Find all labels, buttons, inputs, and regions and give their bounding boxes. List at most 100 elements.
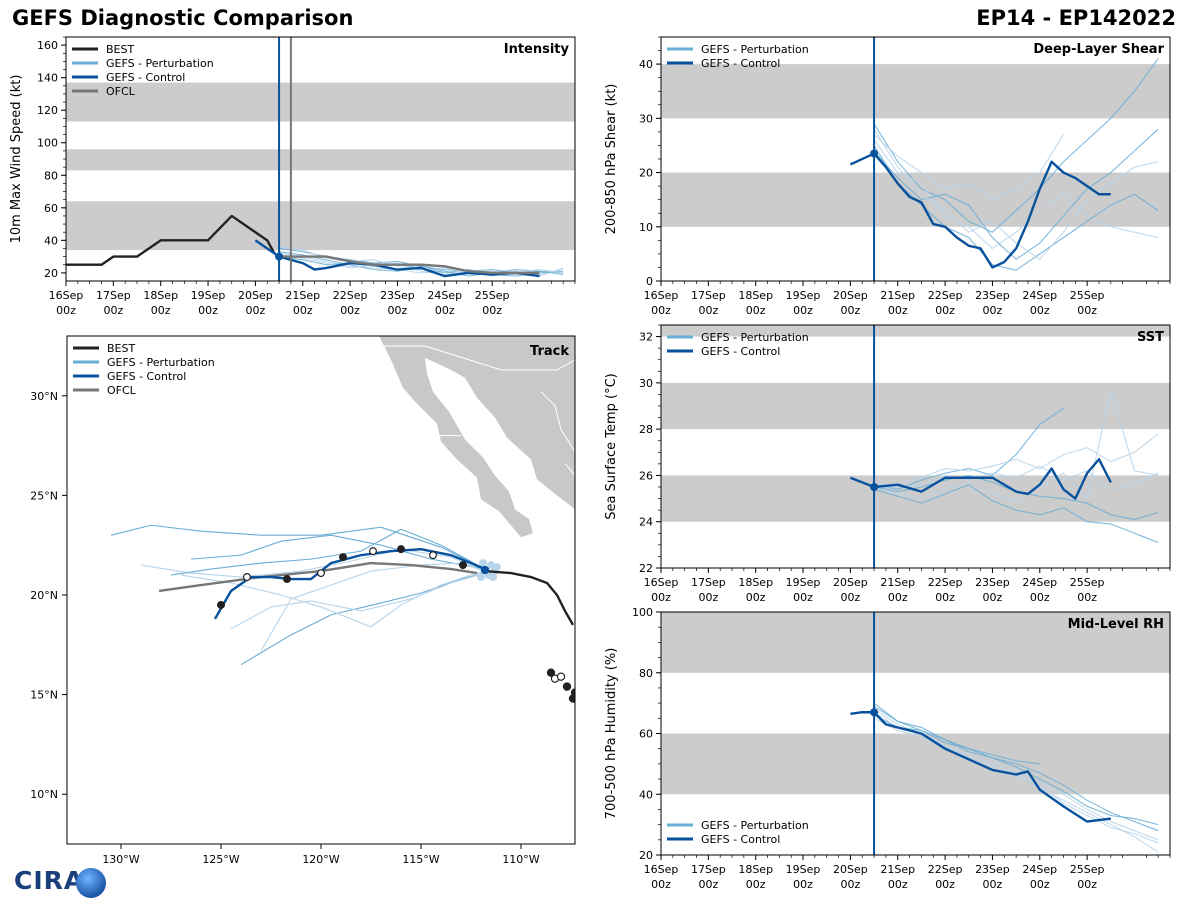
intensity-legend-label: BEST: [106, 43, 134, 56]
track-xtick-label: 120°W: [302, 853, 339, 866]
sst-xtick-label: 23Sep: [975, 576, 1010, 589]
sst-ytick-label: 22: [639, 562, 653, 575]
intensity-xtick-label: 22Sep: [333, 289, 368, 302]
sst-title: SST: [1137, 330, 1164, 345]
shear-legend-label: GEFS - Perturbation: [701, 43, 809, 56]
figure-title: GEFS Diagnostic Comparison: [12, 6, 354, 30]
rh-xtick-label: 25Sep: [1070, 863, 1105, 876]
intensity-xtick-label: 00z: [293, 304, 313, 317]
shear-xtick-label: 24Sep: [1022, 289, 1057, 302]
shear-xtick-label: 00z: [1030, 304, 1050, 317]
track-title: Track: [530, 344, 569, 359]
rh-xtick-label: 20Sep: [833, 863, 868, 876]
state-border: [540, 391, 575, 452]
rh-xtick-label: 00z: [793, 878, 813, 891]
intensity-ytick-label: 100: [37, 137, 58, 150]
rh-legend-label: GEFS - Perturbation: [701, 819, 809, 832]
shear-perturbation-line: [873, 145, 1159, 271]
track-best-point: [570, 688, 575, 697]
intensity-legend-label: OFCL: [106, 85, 136, 98]
intensity-xtick-label: 17Sep: [96, 289, 131, 302]
track-perturbation-line: [110, 524, 486, 570]
shear-xtick-label: 00z: [746, 304, 766, 317]
intensity-band: [66, 149, 575, 171]
rh-xtick-label: 19Sep: [786, 863, 821, 876]
track-control-point: [217, 600, 226, 609]
intensity-xtick-label: 00z: [388, 304, 408, 317]
track-control-point: [369, 547, 378, 556]
intensity-xtick-label: 00z: [482, 304, 502, 317]
rh-xtick-label: 00z: [746, 878, 766, 891]
track-best-point: [556, 672, 566, 681]
sst-xtick-label: 21Sep: [880, 576, 915, 589]
rh-init-marker: [870, 708, 879, 717]
shear-xtick-label: 18Sep: [738, 289, 773, 302]
intensity-legend-label: GEFS - Control: [106, 71, 185, 84]
intensity-init-marker: [275, 252, 284, 261]
shear-ytick-label: 30: [639, 112, 653, 125]
shear-title: Deep-Layer Shear: [1033, 42, 1164, 57]
sst-xtick-label: 20Sep: [833, 576, 868, 589]
track-perturbation-line: [170, 528, 486, 576]
intensity-xtick-label: 00z: [246, 304, 266, 317]
logo-text: CIRA: [14, 866, 85, 895]
track-best-line: [484, 569, 575, 626]
rh-band: [661, 733, 1170, 795]
sst-init-marker: [870, 483, 879, 491]
track-control-point: [243, 573, 252, 582]
intensity-panel: 20 40 60 80 100 120 140 160 16Sep 00z 17Sep 00z 18Se…: [9, 36, 576, 317]
rh-xtick-label: 18Sep: [738, 863, 773, 876]
sst-control-line: [849, 458, 1112, 500]
track-best-point: [562, 682, 572, 691]
shear-ytick-label: 20: [639, 167, 653, 180]
intensity-ytick-label: 140: [37, 72, 58, 85]
track-legend-label: GEFS - Perturbation: [107, 356, 215, 369]
rh-xtick-label: 00z: [888, 878, 908, 891]
shear-xtick-label: 20Sep: [833, 289, 868, 302]
rh-xtick-label: 16Sep: [644, 863, 679, 876]
track-legend-label: OFCL: [107, 384, 137, 397]
intensity-perturbation-line: [278, 246, 564, 277]
rh-xtick-label: 21Sep: [880, 863, 915, 876]
rh-ytick-label: 100: [632, 606, 653, 619]
rh-xtick-label: 00z: [841, 878, 861, 891]
sst-ytick-label: 24: [639, 516, 653, 529]
sst-panel: 22 24 26 28 30 32 16Sep 00z 17Sep 00z 18Sep 00z 19Se…: [604, 324, 1171, 604]
track-control-point: [429, 551, 438, 560]
track-ytick-label: 10°N: [30, 788, 58, 801]
shear-xtick-label: 00z: [935, 304, 955, 317]
shear-xtick-label: 00z: [793, 304, 813, 317]
shear-ylabel: 200-850 hPa Shear (kt): [604, 84, 619, 235]
track-ytick-label: 25°N: [30, 489, 58, 502]
intensity-xtick-label: 00z: [103, 304, 123, 317]
sst-xtick-label: 00z: [841, 591, 861, 604]
sst-band: [661, 475, 1170, 522]
shear-xtick-label: 16Sep: [644, 289, 679, 302]
rh-xtick-label: 00z: [698, 878, 718, 891]
track-ensemble-start-dot: [479, 559, 487, 568]
sst-band: [661, 382, 1170, 430]
shear-xtick-label: 25Sep: [1070, 289, 1105, 302]
intensity-xtick-label: 24Sep: [427, 289, 462, 302]
sst-ytick-label: 32: [639, 331, 653, 344]
shear-control-line: [849, 152, 1111, 269]
sst-plot-area: [661, 325, 1170, 544]
track-ensemble-start-dot: [477, 573, 485, 582]
intensity-xtick-label: 20Sep: [238, 289, 273, 302]
intensity-xtick-label: 00z: [435, 304, 455, 317]
sst-perturbation-line: [874, 433, 1159, 486]
intensity-xtick-label: 16Sep: [49, 289, 84, 302]
sst-xtick-label: 00z: [1030, 591, 1050, 604]
sst-xtick-label: 22Sep: [928, 576, 963, 589]
intensity-title: Intensity: [504, 42, 570, 57]
intensity-ytick-label: 60: [44, 202, 58, 215]
shear-perturbation-line: [873, 134, 1064, 201]
intensity-ytick-label: 160: [37, 39, 58, 52]
intensity-perturbation-line: [278, 251, 564, 277]
sst-band: [661, 325, 1170, 337]
rh-plot-area: [661, 612, 1170, 853]
rh-perturbation-line: [873, 705, 1159, 826]
globe-icon: [76, 868, 106, 898]
sst-xtick-label: 17Sep: [691, 576, 726, 589]
track-perturbation-line: [260, 562, 486, 652]
